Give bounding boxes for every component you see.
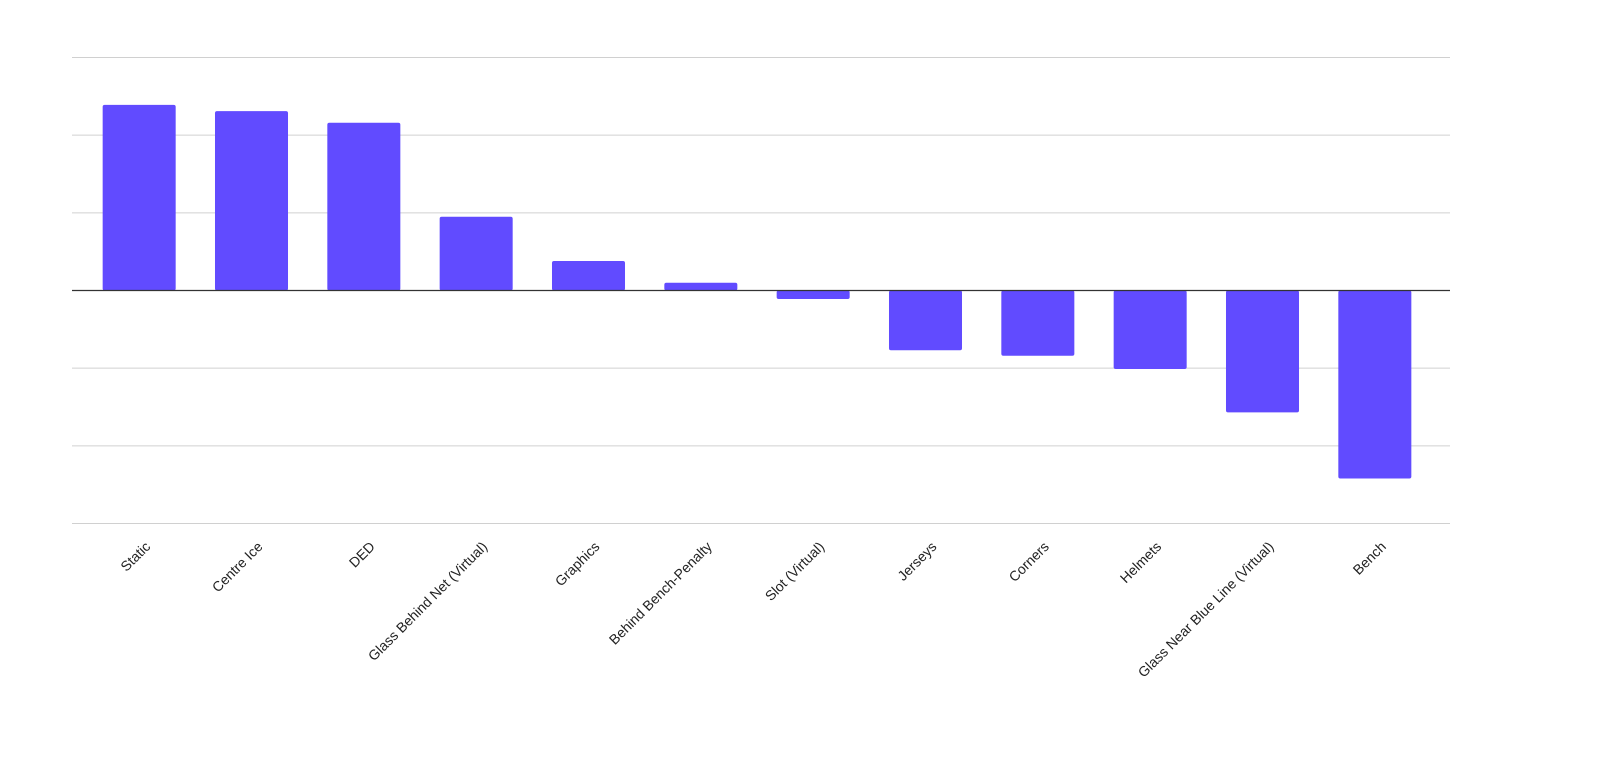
x-tick-label: Jerseys [894,538,939,583]
x-tick-label: Graphics [552,538,603,589]
x-tick-label: Glass Behind Net (Virtual) [365,538,491,664]
bar [1338,290,1412,479]
x-tick-label: DED [346,538,378,570]
x-tick-label: Centre Ice [209,538,266,595]
x-tick-label: Behind Bench-Penalty [606,538,715,647]
x-tick-label: Slot (Virtual) [762,538,828,604]
bar [664,282,738,291]
bar [551,260,626,291]
bar [439,216,513,291]
bar [102,104,176,291]
bar [776,290,850,300]
bar [214,111,289,291]
bar [1001,290,1075,356]
bar [888,290,963,351]
bar [327,122,401,291]
bar [1225,290,1300,413]
x-tick-label: Corners [1005,538,1052,585]
x-tick-label: Helmets [1117,538,1165,586]
x-tick-label: Bench [1350,538,1389,577]
x-tick-label: Static [117,538,153,574]
bar [1113,290,1187,369]
x-tick-label: Glass Near Blue Line (Virtual) [1135,538,1277,680]
